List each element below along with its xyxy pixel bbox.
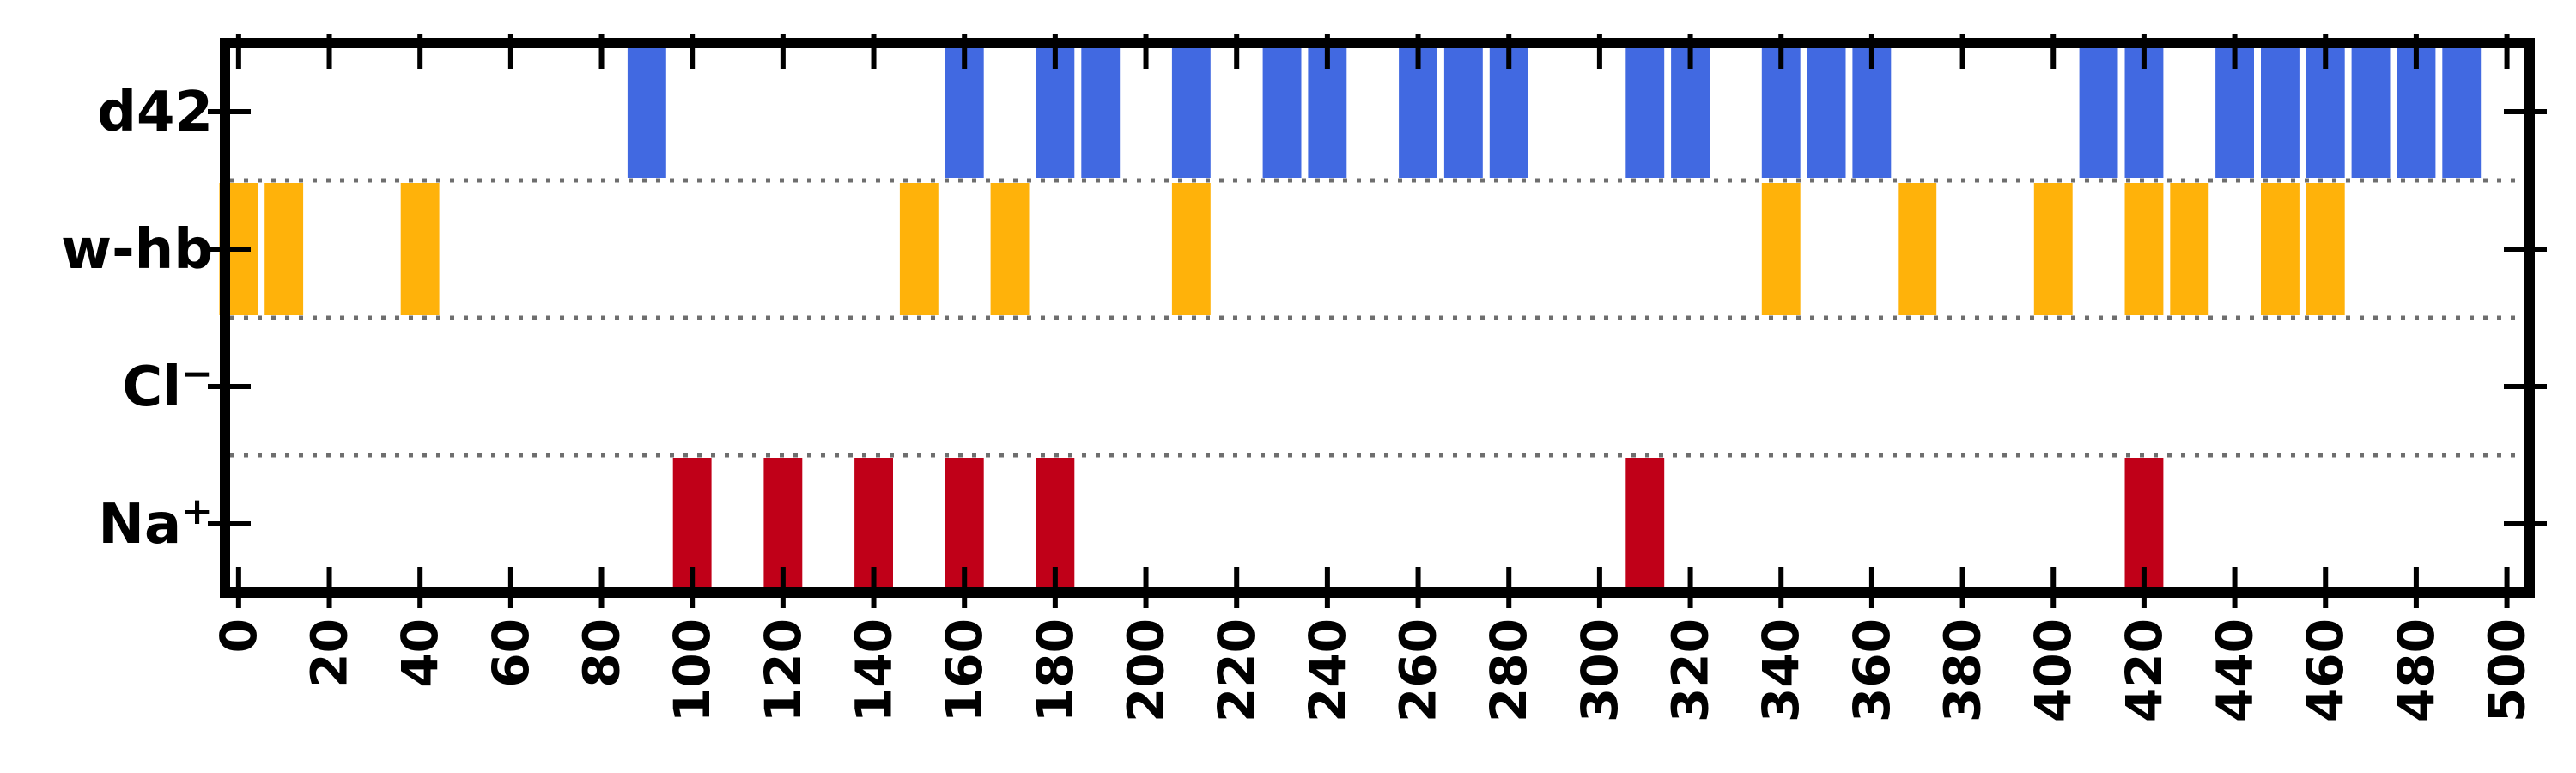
x-tick-label: 200 <box>1117 618 1176 722</box>
x-tick-label: 360 <box>1843 618 1901 722</box>
row-separators <box>230 178 2524 458</box>
row-label-w-hb: w-hb <box>61 218 213 282</box>
plot-frame <box>220 38 2535 598</box>
row-label-d42: d42 <box>97 81 213 144</box>
axis-labels: d42 w-hb Cl− Na+ 0 20 40 60 80 100 120 140 160 180 200… <box>61 81 2537 722</box>
event-bar-w-hb <box>264 183 304 315</box>
row-w-hb <box>219 183 2345 315</box>
x-tick-label: 120 <box>754 618 812 722</box>
x-tick-label: 380 <box>1934 618 1992 722</box>
row-d42 <box>627 46 2482 178</box>
event-bar-d42 <box>2351 46 2391 178</box>
x-tick-label: 420 <box>2115 618 2173 722</box>
event-bar-d42 <box>1443 46 1483 178</box>
x-tick-label: 340 <box>1752 618 1810 722</box>
event-bar-d42 <box>1262 46 1302 178</box>
x-tick-label: 20 <box>301 618 359 688</box>
event-bar-d42 <box>2261 46 2300 178</box>
x-tick-label: 240 <box>1298 618 1357 722</box>
event-bar-d42 <box>2442 46 2482 178</box>
x-tick-label: 440 <box>2206 618 2264 722</box>
row-na <box>672 458 2164 590</box>
x-tick-label: 400 <box>2024 618 2082 722</box>
x-tick-label: 60 <box>482 618 540 688</box>
x-tick-label: 100 <box>663 618 721 722</box>
event-bar-d42 <box>2079 46 2118 178</box>
x-tick-label: 300 <box>1571 618 1629 722</box>
x-tick-label: 320 <box>1662 618 1720 722</box>
x-tick-label: 40 <box>391 618 449 688</box>
event-bar-w-hb <box>2306 183 2345 315</box>
x-tick-label: 180 <box>1026 618 1084 722</box>
event-rows <box>219 46 2482 590</box>
event-bar-w-hb <box>1898 183 1937 315</box>
event-bar-w-hb <box>2261 183 2300 315</box>
event-bar-w-hb <box>1761 183 1801 315</box>
event-bar-w-hb <box>1171 183 1211 315</box>
x-tick-label: 260 <box>1389 618 1448 722</box>
x-tick-label: 480 <box>2387 618 2445 722</box>
event-bar-na <box>1625 458 1665 590</box>
x-tick-label: 220 <box>1207 618 1266 722</box>
x-tick-label: 500 <box>2478 618 2537 722</box>
row-label-cl: Cl− <box>122 352 213 419</box>
event-bar-w-hb <box>990 183 1030 315</box>
event-bar-d42 <box>1807 46 1846 178</box>
event-bar-d42 <box>1081 46 1121 178</box>
x-tick-label: 160 <box>935 618 993 722</box>
event-bar-w-hb <box>2033 183 2073 315</box>
x-tick-label: 280 <box>1479 618 1538 722</box>
event-bar-d42 <box>627 46 666 178</box>
event-bar-w-hb <box>2124 183 2164 315</box>
event-bar-d42 <box>1625 46 1665 178</box>
event-bar-w-hb <box>899 183 939 315</box>
event-bar-w-hb <box>400 183 440 315</box>
x-tick-label: 0 <box>210 618 268 653</box>
x-tick-label: 460 <box>2296 618 2354 722</box>
event-bar-w-hb <box>2170 183 2209 315</box>
row-label-na: Na+ <box>98 490 213 557</box>
axis-ticks <box>208 34 2547 608</box>
x-tick-label: 80 <box>573 618 631 688</box>
event-bar-d42 <box>1171 46 1211 178</box>
x-tick-label: 140 <box>845 618 903 722</box>
